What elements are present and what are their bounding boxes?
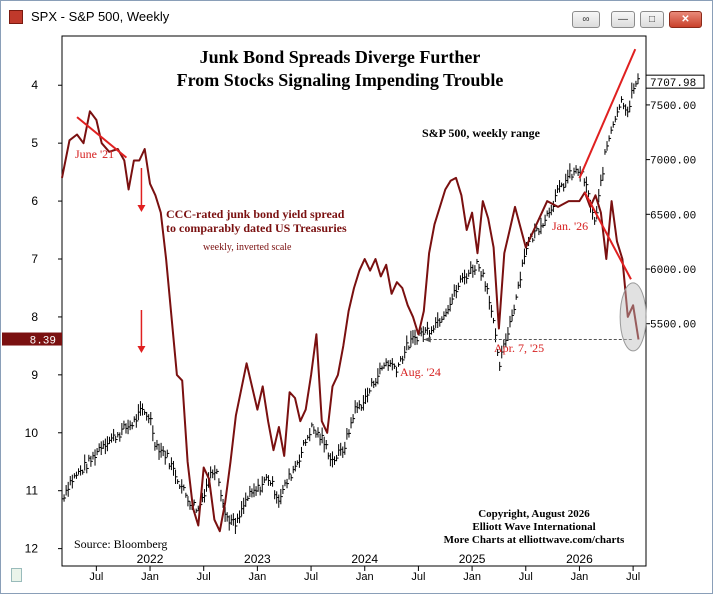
x-tick-label: Jul [411,571,425,583]
chart-subtitle: From Stocks Signaling Impending Trouble [177,70,504,90]
arrow-june21-spread-head [137,205,146,212]
link-icon[interactable]: ∞ [572,11,600,28]
x-year-label: 2026 [566,552,593,566]
spread-scale-note: weekly, inverted scale [203,242,292,253]
left-axis-tick-label: 9 [31,368,38,382]
arrow-june21-spx-head [137,346,146,353]
chart-marks: Jul Jan Jul Jan Jul Jan Jul Jan Jul Jan Jul 2022 202… [25,48,696,583]
left-axis-tick-label: 12 [25,542,39,556]
app-icon [9,10,23,24]
spread-last-value-badge: 8.39 [2,332,62,348]
spx-last-value: 7707.98 [650,78,696,90]
chart-title: Junk Bond Spreads Diverge Further [200,47,481,67]
spread-line [61,110,640,533]
annotation-jan26: Jan. '26 [552,219,588,233]
x-year-label: 2025 [459,552,486,566]
left-axis-tick-label: 7 [31,252,38,266]
x-year-label: 2022 [137,552,164,566]
window-titlebar: SPX - S&P 500, Weekly ∞ — □ ✕ [1,1,712,31]
chart-text: Junk Bond Spreads Diverge Further From S… [74,47,625,551]
spx-series-label: S&P 500, weekly range [422,126,541,140]
spx-weekly-bars [61,73,640,534]
window-title: SPX - S&P 500, Weekly [31,9,170,24]
right-axis-tick-label: 5500.00 [650,320,696,332]
x-tick-label: Jul [626,571,640,583]
close-button[interactable]: ✕ [669,11,702,28]
spread-last-value: 8.39 [30,336,56,348]
left-axis-tick-label: 11 [26,484,39,498]
spx-last-value-badge: 7707.98 [645,74,705,90]
spread-series-label-1: CCC-rated junk bond yield spread [166,207,345,221]
right-axis-tick-label: 7000.00 [650,156,696,168]
x-year-label: 2023 [244,552,271,566]
right-axis-tick-label: 6000.00 [650,265,696,277]
x-tick-label: Jul [197,571,211,583]
trendline-june21 [76,116,128,159]
left-axis-tick-label: 10 [25,426,39,440]
restore-button[interactable]: □ [640,11,664,28]
scroll-corner[interactable] [11,568,22,582]
highlight-ellipse [619,282,647,352]
x-tick-label: Jan [249,571,267,583]
left-axis-tick-label: 5 [31,136,38,150]
annotation-june21: June '21 [75,147,114,161]
copyright-line-2: Elliott Wave International [472,521,595,533]
x-year-label: 2024 [351,552,378,566]
left-axis-tick-label: 8 [31,310,38,324]
x-tick-label: Jan [356,571,374,583]
copyright-line-1: Copyright, August 2026 [478,508,590,520]
plot-frame [61,35,647,567]
annotation-aug24: Aug. '24 [400,365,441,379]
annotation-apr25: Apr. 7, '25 [494,341,544,355]
right-axis-tick-label: 6500.00 [650,210,696,222]
copyright-line-3: More Charts at elliottwave.com/charts [444,534,625,546]
x-tick-label: Jul [304,571,318,583]
x-tick-label: Jan [571,571,589,583]
spread-series-label-2: to comparably dated US Treasuries [166,221,347,235]
source-note: Source: Bloomberg [74,537,167,551]
x-tick-label: Jan [463,571,481,583]
left-axis-tick-label: 4 [31,78,38,92]
x-tick-label: Jul [519,571,533,583]
trendline-jan26 [583,191,632,280]
reference-arrowhead [423,336,431,343]
left-axis-tick-label: 6 [31,194,38,208]
right-axis-tick-label: 7500.00 [650,101,696,113]
x-tick-label: Jul [89,571,103,583]
trendline-spx-rise [578,48,637,179]
x-tick-label: Jan [141,571,159,583]
minimize-button[interactable]: — [611,11,635,28]
